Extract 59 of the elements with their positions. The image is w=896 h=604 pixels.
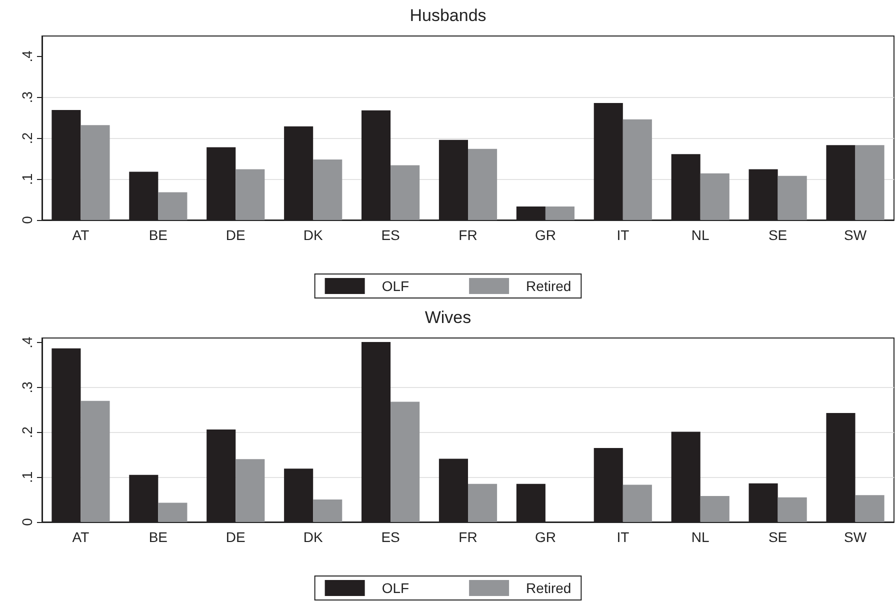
x-tick-label: AT <box>72 529 90 545</box>
x-tick-label: DK <box>303 227 324 243</box>
x-tick-label: AT <box>72 227 90 243</box>
bar <box>158 502 188 522</box>
chart-title: Husbands <box>410 6 486 25</box>
x-tick-label: IT <box>616 529 630 545</box>
y-tick-label: .4 <box>19 336 35 348</box>
bar <box>236 459 265 522</box>
bar <box>700 496 730 522</box>
legend-label: Retired <box>526 580 572 596</box>
bar <box>778 497 807 522</box>
bar <box>390 402 420 522</box>
x-tick-label: NL <box>691 529 710 545</box>
x-tick-label: DE <box>226 227 246 243</box>
x-tick-label: FR <box>458 529 478 545</box>
bar <box>700 173 730 220</box>
x-tick-label: ES <box>381 227 400 243</box>
y-tick-label: .3 <box>19 91 35 104</box>
x-tick-label: NL <box>691 227 710 243</box>
x-tick-label: DE <box>226 529 246 545</box>
bar <box>80 400 110 522</box>
x-tick-label: ES <box>381 529 400 545</box>
x-tick-label: SW <box>844 529 868 545</box>
x-tick-label: SE <box>768 227 788 243</box>
x-tick-label: IT <box>616 227 630 243</box>
bar <box>622 119 652 220</box>
y-tick-label: .4 <box>19 50 35 62</box>
y-tick-label: .1 <box>19 471 35 483</box>
y-tick-label: .3 <box>19 381 35 394</box>
y-tick-label: .1 <box>19 173 35 185</box>
x-tick-label: BE <box>148 529 168 545</box>
x-tick-label: DK <box>303 529 324 545</box>
legend-label: Retired <box>526 278 572 294</box>
y-tick-label: .2 <box>19 132 35 144</box>
x-tick-label: SW <box>844 227 868 243</box>
y-tick-label: 0 <box>19 216 35 224</box>
bar <box>313 159 342 220</box>
x-tick-label: FR <box>458 227 478 243</box>
bar <box>158 192 188 220</box>
bar <box>545 206 574 220</box>
bar <box>236 169 265 220</box>
bar <box>468 484 498 522</box>
y-tick-label: .2 <box>19 426 35 438</box>
bar <box>778 176 807 220</box>
bar <box>855 495 884 522</box>
legend-label: OLF <box>382 580 410 596</box>
bar <box>622 484 652 522</box>
y-tick-label: 0 <box>19 518 35 526</box>
bar <box>468 148 498 220</box>
bar <box>313 500 342 522</box>
x-tick-label: SE <box>768 529 788 545</box>
bar <box>80 125 110 220</box>
bar <box>390 165 420 220</box>
chart-title: Wives <box>424 308 472 327</box>
legend-label: OLF <box>382 278 410 294</box>
x-tick-label: BE <box>148 227 168 243</box>
x-tick-label: GR <box>534 529 556 545</box>
x-tick-label: GR <box>534 227 556 243</box>
bar <box>855 145 884 220</box>
